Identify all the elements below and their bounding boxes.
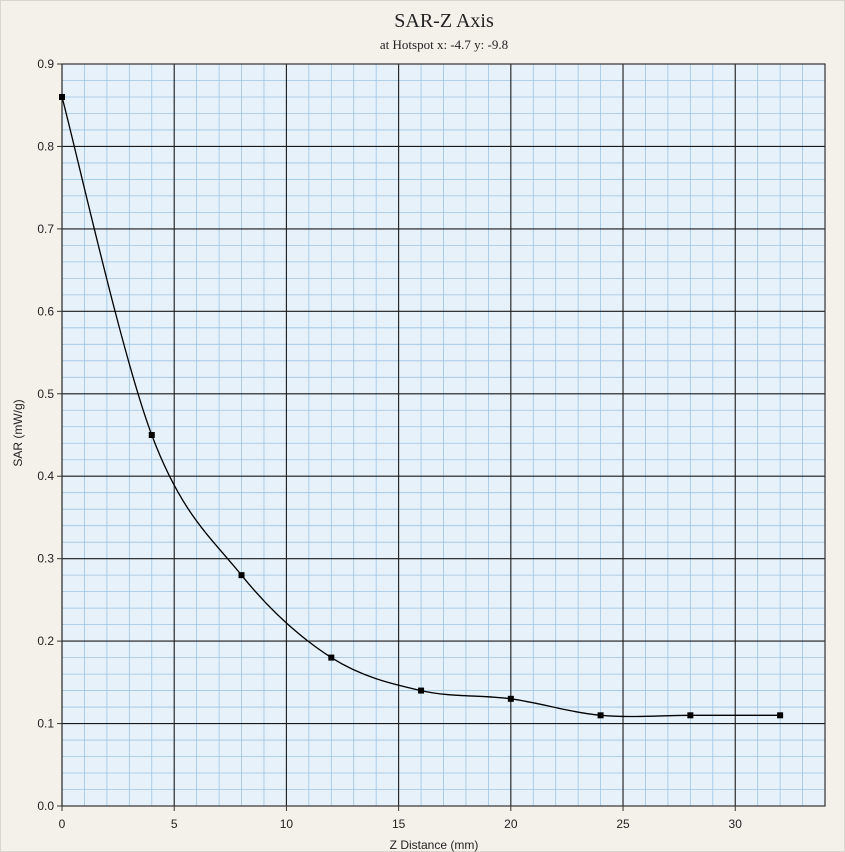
data-point (328, 654, 335, 661)
x-tick-label: 15 (392, 817, 406, 831)
chart-subtitle: at Hotspot x: -4.7 y: -9.8 (380, 37, 508, 52)
data-point (238, 572, 245, 579)
y-tick-label: 0.9 (37, 57, 54, 71)
x-tick-label: 20 (504, 817, 518, 831)
y-axis-label: SAR (mW/g) (11, 399, 25, 466)
y-tick-label: 0.1 (37, 717, 54, 731)
x-axis-label: Z Distance (mm) (390, 838, 479, 852)
y-tick-label: 0.5 (37, 387, 54, 401)
data-point (148, 432, 155, 438)
y-tick-label: 0.0 (37, 799, 54, 813)
data-point (59, 93, 65, 100)
x-tick-label: 10 (280, 817, 294, 831)
x-tick-label: 5 (171, 817, 178, 831)
data-point (418, 687, 425, 694)
chart-title: SAR-Z Axis (394, 10, 494, 32)
data-point (507, 695, 514, 702)
y-tick-label: 0.7 (37, 222, 54, 236)
x-tick-label: 30 (729, 817, 743, 831)
x-tick-label: 0 (59, 817, 66, 831)
data-point (687, 712, 694, 719)
y-tick-label: 0.3 (37, 552, 54, 566)
data-point (597, 712, 604, 719)
y-tick-label: 0.6 (37, 304, 54, 318)
y-tick-label: 0.4 (37, 469, 54, 483)
y-tick-label: 0.8 (37, 139, 54, 153)
plot-border (61, 63, 826, 807)
data-point (777, 712, 784, 719)
x-tick-label: 25 (616, 817, 630, 831)
series-line (61, 96, 781, 718)
y-tick-label: 0.2 (37, 634, 54, 648)
plot-area: 0 5 10 15 20 25 30 0.0 0.1 0.2 0.3 0.4 0.5 0.6 0.7 0.8 0… (37, 57, 826, 831)
